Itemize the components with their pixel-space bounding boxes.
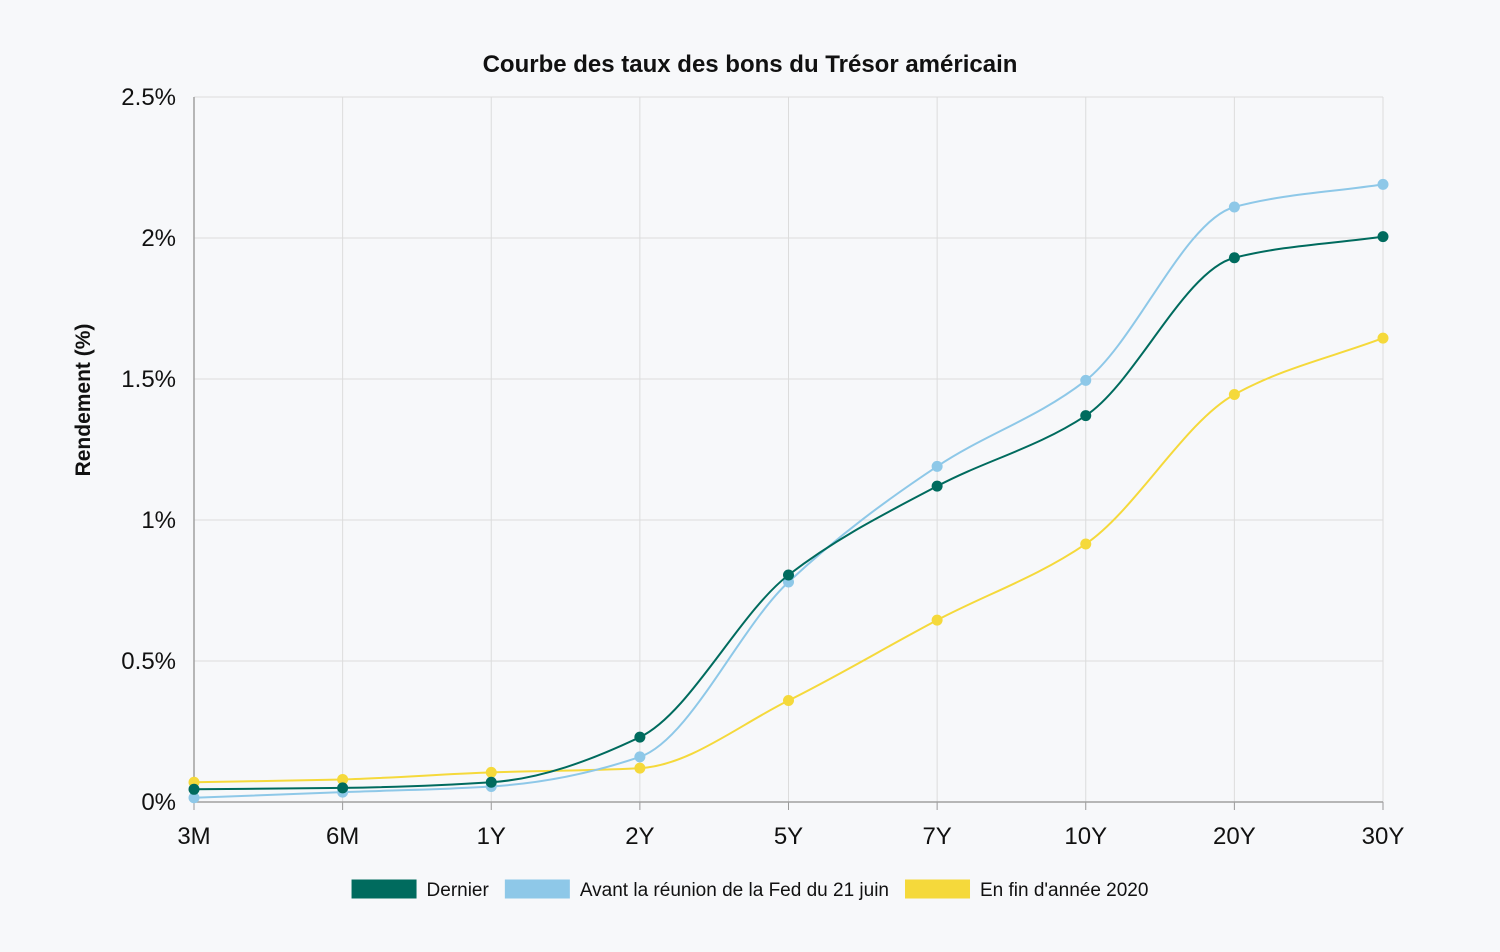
series-line (193, 337, 1384, 784)
y-axis-label: Rendement (%) (72, 324, 95, 477)
data-point[interactable] (1080, 538, 1092, 550)
legend-swatch[interactable] (905, 879, 971, 899)
chart-title: Courbe des taux des bons du Trésor améri… (483, 51, 1018, 78)
data-point[interactable] (485, 776, 497, 788)
series-1 (188, 231, 1389, 795)
data-point[interactable] (1080, 410, 1092, 422)
x-tick-label: 30Y (1362, 823, 1405, 850)
x-tick-label: 2Y (625, 823, 654, 850)
data-point[interactable] (337, 782, 349, 794)
data-point[interactable] (1228, 201, 1240, 213)
data-point[interactable] (1377, 231, 1389, 243)
data-point[interactable] (485, 766, 497, 778)
legend-label[interactable]: Avant la réunion de la Fed du 21 juin (580, 880, 889, 901)
data-point[interactable] (1377, 178, 1389, 190)
data-point[interactable] (337, 773, 349, 785)
y-tick-label: 1.5% (121, 366, 176, 393)
data-point[interactable] (1377, 332, 1389, 344)
y-tick-label: 2% (141, 225, 176, 252)
data-point[interactable] (783, 694, 794, 706)
series-3 (188, 332, 1389, 788)
legend-swatch[interactable] (504, 879, 570, 899)
data-point[interactable] (783, 569, 794, 581)
axes: 0% 0.5% 1% 1.5% 2% 2.5% 3M 6M 1Y 2Y 5Y 7Y 10Y 20Y 30Y (121, 84, 1404, 850)
legend: Dernier Avant la réunion de la Fed du 21 … (351, 879, 1148, 901)
x-tick-label: 1Y (477, 823, 506, 850)
data-point[interactable] (188, 792, 200, 804)
x-tick-label: 3M (177, 823, 210, 850)
legend-label[interactable]: Dernier (427, 880, 490, 901)
data-point[interactable] (931, 480, 943, 492)
x-tick-label: 6M (326, 823, 359, 850)
data-point[interactable] (931, 460, 943, 472)
data-point[interactable] (1080, 374, 1092, 386)
data-point[interactable] (634, 762, 646, 774)
data-point[interactable] (188, 783, 200, 795)
series (188, 178, 1389, 804)
y-tick-label: 1% (141, 507, 176, 534)
y-tick-label: 2.5% (121, 84, 176, 111)
data-point[interactable] (634, 751, 646, 763)
y-tick-label: 0% (141, 789, 176, 816)
x-tick-label: 20Y (1213, 823, 1256, 850)
x-tick-label: 5Y (774, 823, 803, 850)
x-tick-label: 7Y (922, 823, 951, 850)
data-point[interactable] (634, 731, 646, 743)
data-point[interactable] (931, 614, 943, 626)
legend-label[interactable]: En fin d'année 2020 (980, 880, 1148, 901)
data-point[interactable] (1228, 389, 1240, 401)
x-tick-label: 10Y (1064, 823, 1107, 850)
y-tick-label: 0.5% (121, 648, 176, 675)
legend-swatch[interactable] (351, 879, 417, 899)
data-point[interactable] (1228, 252, 1240, 264)
grid (193, 96, 1384, 803)
